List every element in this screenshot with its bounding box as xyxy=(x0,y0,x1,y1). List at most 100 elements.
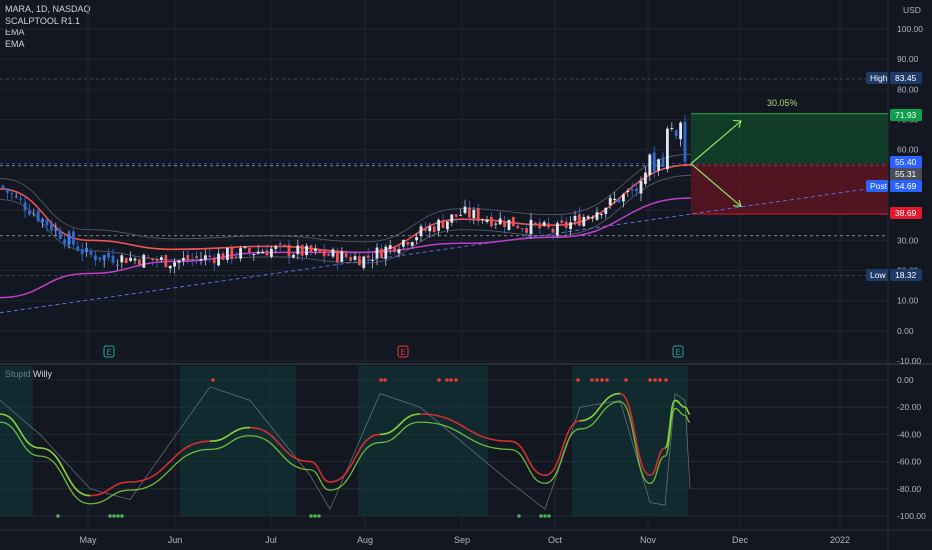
candle-body xyxy=(428,226,432,232)
price-tag-label: Post xyxy=(870,181,888,191)
overbought-zone xyxy=(358,366,488,516)
candle-body xyxy=(503,221,506,227)
time-tick-label: 2022 xyxy=(830,535,850,545)
osc-tick-label: -60.00 xyxy=(897,457,921,467)
candle-body xyxy=(674,130,678,137)
overbought-dot xyxy=(653,378,657,382)
overbought-dot xyxy=(576,378,580,382)
candle-body xyxy=(63,239,66,244)
candle-body xyxy=(661,157,665,167)
candle-body xyxy=(349,257,352,261)
candle-body xyxy=(617,198,621,203)
symbol-title[interactable]: MARA, 1D, NASDAQ xyxy=(5,4,91,14)
price-tag xyxy=(890,168,922,180)
candle-body xyxy=(45,219,49,226)
candle-body xyxy=(573,215,577,221)
price-tag xyxy=(890,156,922,168)
candle-body xyxy=(322,249,326,257)
candle-body xyxy=(437,219,440,231)
candle-body xyxy=(212,257,216,264)
candle-body xyxy=(679,122,682,140)
candle-body xyxy=(340,251,344,262)
signal-line-green xyxy=(664,399,691,449)
candle-body xyxy=(168,265,172,269)
candle-body xyxy=(516,225,520,229)
indicator-ema-2[interactable]: EMA xyxy=(5,38,25,49)
osc-tick-label: -20.00 xyxy=(897,402,921,412)
candle-body xyxy=(177,260,181,263)
time-tick-label: May xyxy=(79,535,97,545)
stop-arrowhead xyxy=(732,199,742,208)
price-tag-value: 83.45 xyxy=(895,73,917,83)
candle-body xyxy=(490,216,493,227)
candle-body xyxy=(217,253,220,266)
candle-body xyxy=(375,247,379,259)
candle-body xyxy=(591,217,594,219)
candle-body xyxy=(19,198,22,200)
osc-tick-label: -80.00 xyxy=(897,484,921,494)
candle-body xyxy=(358,256,361,266)
oversold-dot xyxy=(517,514,521,518)
candle-body xyxy=(102,255,106,261)
candle-body xyxy=(199,259,203,261)
candle-body xyxy=(600,214,603,216)
candle-body xyxy=(28,210,31,215)
candle-body xyxy=(459,214,462,216)
candle-body xyxy=(76,246,80,251)
candle-body xyxy=(67,233,71,245)
candle-body xyxy=(164,254,168,268)
price-tag-label: High xyxy=(870,73,888,83)
signal-line-green xyxy=(579,392,621,422)
price-tick-label: 100.00 xyxy=(897,24,923,34)
candle-body xyxy=(472,209,476,219)
price-tag-label: Low xyxy=(870,270,886,280)
overbought-dot xyxy=(658,378,662,382)
candle-body xyxy=(529,219,533,234)
ema-slow-line xyxy=(0,197,692,299)
candle-body xyxy=(41,218,44,223)
candle-body xyxy=(80,249,84,255)
candle-body xyxy=(639,181,643,194)
candle-body xyxy=(406,242,410,245)
overbought-dot xyxy=(624,378,628,382)
price-tick-label: 80.00 xyxy=(897,84,919,94)
time-tick-label: Jul xyxy=(265,535,277,545)
overbought-dot xyxy=(590,378,594,382)
price-tag-value: 38.69 xyxy=(895,208,917,218)
oversold-dot xyxy=(539,514,543,518)
candle-body xyxy=(318,249,322,253)
trendline xyxy=(0,185,889,314)
overbought-dot xyxy=(600,378,604,382)
price-tag-value: 55.31 xyxy=(895,169,917,179)
price-axis: 100.0090.0080.0070.0060.0050.0040.0030.0… xyxy=(866,5,926,521)
candle-body xyxy=(252,254,256,256)
candle-body xyxy=(652,152,656,172)
candle-body xyxy=(265,250,269,256)
oversold-dot xyxy=(309,514,313,518)
candle-body xyxy=(534,222,537,225)
candle-body xyxy=(476,208,480,222)
overbought-zone xyxy=(0,366,33,516)
indicator-scalptool[interactable]: SCALPTOOL R1.1 xyxy=(5,15,81,26)
candle-body xyxy=(498,218,502,225)
price-tag xyxy=(890,207,922,219)
candle-body xyxy=(274,246,278,249)
candle-body xyxy=(208,255,212,257)
indicator-ema-1[interactable]: EMA xyxy=(5,27,25,37)
candle-body xyxy=(525,228,528,233)
signal-line-green xyxy=(209,426,251,442)
candle-body xyxy=(72,231,75,245)
candle-body xyxy=(107,252,110,258)
candle-body xyxy=(564,221,568,228)
candle-body xyxy=(23,202,27,211)
candle-body xyxy=(344,253,348,258)
candle-body xyxy=(507,219,511,230)
ema-band-upper xyxy=(0,153,692,243)
willy-raw-line xyxy=(0,386,691,511)
candle-body xyxy=(204,255,207,260)
candle-body xyxy=(666,128,669,170)
candle-body xyxy=(481,219,484,221)
earnings-marker xyxy=(103,345,115,358)
stop-arrow xyxy=(690,163,742,207)
